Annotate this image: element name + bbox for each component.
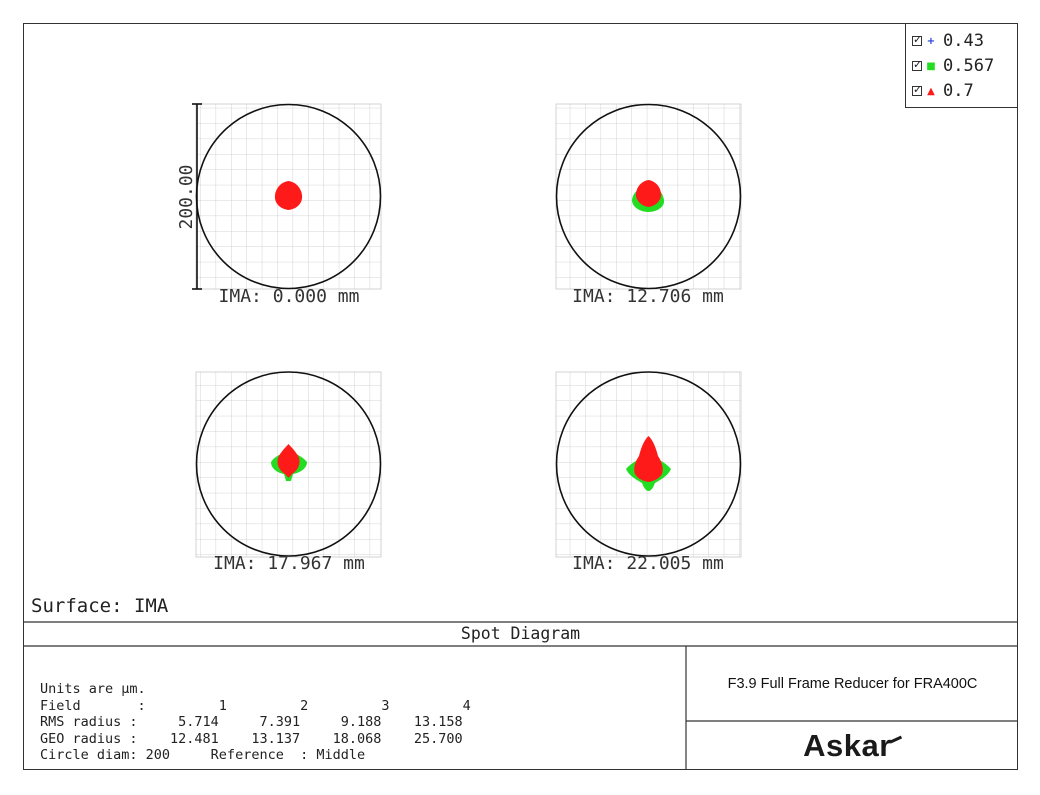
- spot-red: [635, 180, 662, 207]
- units-text: Units are µm.: [40, 681, 146, 697]
- checkbox-icon[interactable]: [912, 58, 922, 71]
- spot-red: [277, 444, 300, 478]
- spot-label: IMA: 22.005 mm: [572, 553, 724, 574]
- surface-label: Surface: IMA: [31, 595, 169, 617]
- field-row: Field : 1 2 3 4: [40, 697, 471, 714]
- legend-label: 0.43: [943, 31, 984, 51]
- airy-circle: [195, 371, 382, 557]
- stats-block: Units are µm. Field : 1 2 3 4 RMS radius :…: [40, 681, 471, 764]
- legend-item: ■ 0.567: [912, 55, 994, 77]
- spot-label: IMA: 17.967 mm: [213, 553, 365, 574]
- spot-label: IMA: 0.000 mm: [219, 286, 360, 307]
- square-icon: ■: [926, 60, 936, 72]
- scale-bar-label: 200.00: [176, 164, 197, 229]
- spot-label: IMA: 12.706 mm: [572, 286, 724, 307]
- spot-panel-2: IMA: 12.706 mm: [555, 103, 742, 307]
- spot-panel-4: IMA: 22.005 mm: [555, 371, 742, 574]
- section-title: Spot Diagram: [460, 624, 581, 643]
- spot-red: [274, 181, 303, 210]
- spot-panel-3: IMA: 17.967 mm: [195, 371, 382, 574]
- lens-description: F3.9 Full Frame Reducer for FRA400C: [727, 676, 978, 692]
- spot-panel-1: IMA: 0.000 mm: [195, 103, 382, 307]
- legend: + 0.43 ■ 0.567 ▲ 0.7: [905, 24, 1017, 108]
- checkbox-icon[interactable]: [912, 33, 922, 46]
- legend-item: ▲ 0.7: [912, 80, 974, 102]
- legend-label: 0.7: [943, 81, 974, 101]
- brand-logo: Askar: [687, 722, 1018, 770]
- scale-bar: 200.00: [176, 103, 202, 290]
- checkbox-icon[interactable]: [912, 83, 922, 96]
- rms-radius-row: RMS radius : 5.714 7.391 9.188 13.158: [40, 714, 463, 731]
- brand-name: Askar: [803, 728, 892, 763]
- airy-circle: [555, 103, 742, 290]
- plus-icon: +: [926, 35, 936, 47]
- airy-circle: [555, 371, 742, 557]
- circle-diam-row: Circle diam: 200 Reference : Middle: [40, 747, 366, 764]
- legend-label: 0.567: [943, 56, 995, 76]
- legend-item: + 0.43: [912, 30, 984, 52]
- geo-radius-row: GEO radius : 12.481 13.137 18.068 25.700: [40, 730, 463, 747]
- spot-red: [634, 436, 663, 482]
- plot-frame: [23, 23, 1018, 770]
- triangle-icon: ▲: [927, 85, 935, 97]
